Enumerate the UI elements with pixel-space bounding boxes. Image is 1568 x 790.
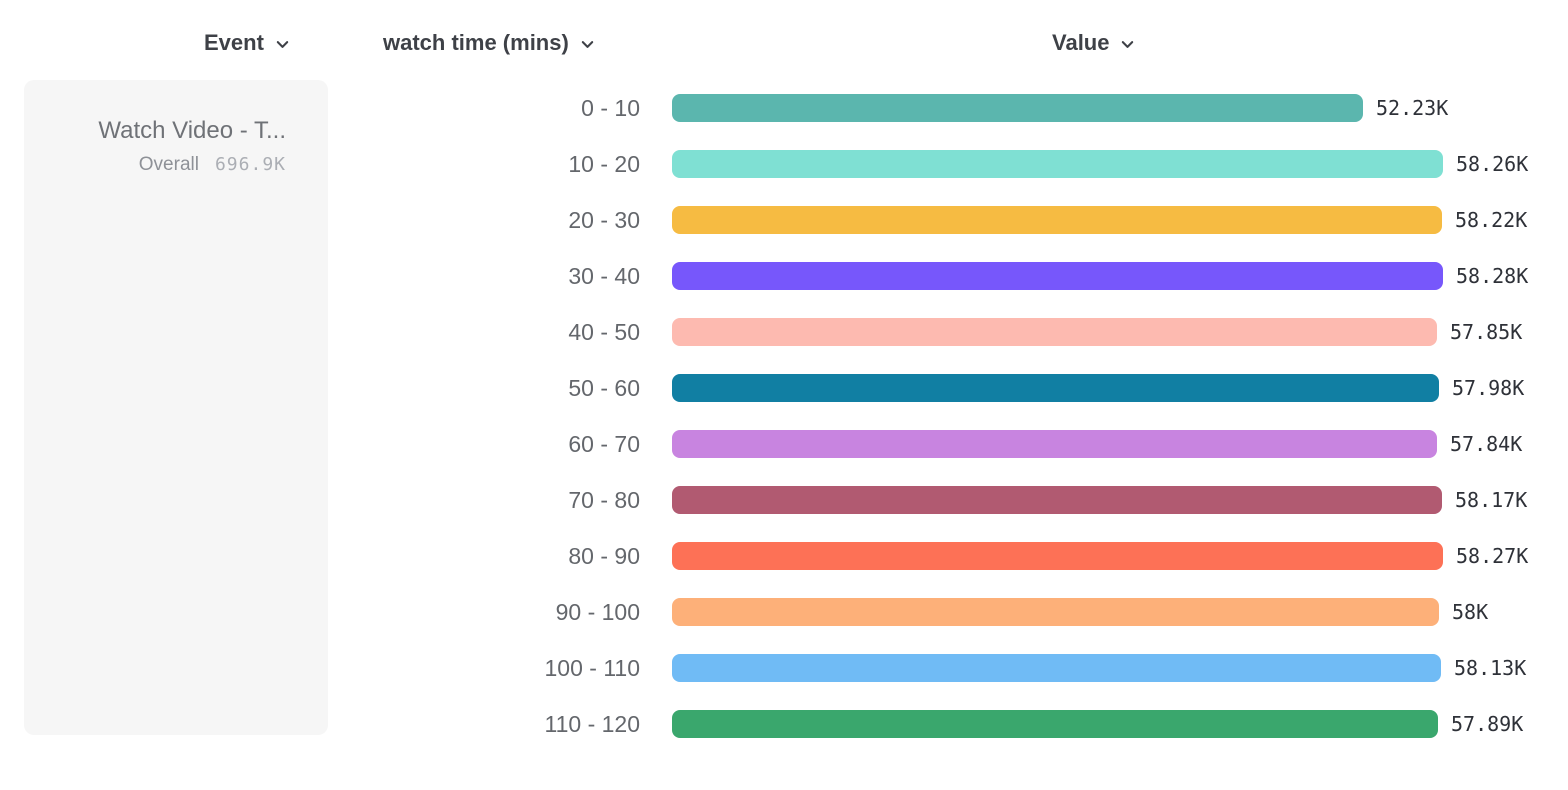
bar-row: 110 - 120 57.89K — [0, 696, 1568, 752]
bucket-label: 70 - 80 — [568, 486, 640, 513]
bucket-label: 90 - 100 — [555, 598, 640, 625]
value-label: 57.84K — [1450, 432, 1523, 456]
event-column-header[interactable]: Event — [204, 28, 290, 58]
bar-row: 70 - 80 58.17K — [0, 472, 1568, 528]
bucket-label: 50 - 60 — [568, 374, 640, 401]
overall-value: 696.9K — [214, 154, 286, 175]
event-card[interactable]: Watch Video - T... Overall 696.9K — [24, 80, 328, 735]
bar-segment[interactable] — [672, 318, 1437, 346]
bar-segment[interactable] — [672, 598, 1439, 626]
value-column-label: Value — [1052, 30, 1110, 55]
bar-segment[interactable] — [672, 374, 1439, 402]
bar-rows: 0 - 10 52.23K 10 - 20 58.26K 20 - 30 58.22K 30… — [0, 80, 1568, 752]
bucket-label: 10 - 20 — [568, 150, 640, 177]
value-label: 57.98K — [1452, 376, 1525, 400]
bucket-label: 0 - 10 — [581, 94, 640, 121]
chevron-down-icon — [580, 37, 595, 52]
bar-segment[interactable] — [672, 150, 1443, 178]
bar-segment[interactable] — [672, 542, 1443, 570]
bucket-label: 40 - 50 — [568, 318, 640, 345]
bar-row: 80 - 90 58.27K — [0, 528, 1568, 584]
bar-segment[interactable] — [672, 206, 1442, 234]
bar-row: 50 - 60 57.98K — [0, 360, 1568, 416]
value-label: 58.17K — [1455, 488, 1528, 512]
bar-row: 30 - 40 58.28K — [0, 248, 1568, 304]
bucket-label: 20 - 30 — [568, 206, 640, 233]
value-label: 58.13K — [1454, 656, 1527, 680]
bucket-label: 60 - 70 — [568, 430, 640, 457]
bar-row: 90 - 100 58K — [0, 584, 1568, 640]
bar-row: 100 - 110 58.13K — [0, 640, 1568, 696]
value-label: 58K — [1452, 600, 1489, 624]
bucket-label: 30 - 40 — [568, 262, 640, 289]
bar-segment[interactable] — [672, 430, 1437, 458]
value-label: 58.28K — [1456, 264, 1529, 288]
bar-row: 0 - 10 52.23K — [0, 80, 1568, 136]
bucket-label: 100 - 110 — [544, 654, 640, 681]
bar-segment[interactable] — [672, 654, 1441, 682]
chevron-down-icon — [1120, 37, 1135, 52]
bar-segment[interactable] — [672, 94, 1363, 122]
breakdown-column-header[interactable]: watch time (mins) — [383, 28, 595, 58]
chevron-down-icon — [275, 37, 290, 52]
value-label: 58.26K — [1456, 152, 1529, 176]
value-label: 52.23K — [1376, 96, 1449, 120]
event-name: Watch Video - T... — [98, 117, 286, 144]
bar-segment[interactable] — [672, 710, 1438, 738]
bar-row: 20 - 30 58.22K — [0, 192, 1568, 248]
overall-line: Overall 696.9K — [44, 154, 286, 176]
value-label: 57.85K — [1450, 320, 1523, 344]
breakdown-column-label: watch time (mins) — [383, 30, 569, 55]
bar-segment[interactable] — [672, 486, 1442, 514]
bar-row: 40 - 50 57.85K — [0, 304, 1568, 360]
event-column-label: Event — [204, 30, 264, 55]
bucket-label: 80 - 90 — [568, 542, 640, 569]
value-label: 58.22K — [1455, 208, 1528, 232]
bar-segment[interactable] — [672, 262, 1443, 290]
value-label: 57.89K — [1451, 712, 1524, 736]
bar-row: 60 - 70 57.84K — [0, 416, 1568, 472]
value-column-header[interactable]: Value — [1052, 28, 1135, 58]
value-label: 58.27K — [1456, 544, 1529, 568]
bar-row: 10 - 20 58.26K — [0, 136, 1568, 192]
bucket-label: 110 - 120 — [544, 710, 640, 737]
overall-label: Overall — [138, 154, 199, 175]
